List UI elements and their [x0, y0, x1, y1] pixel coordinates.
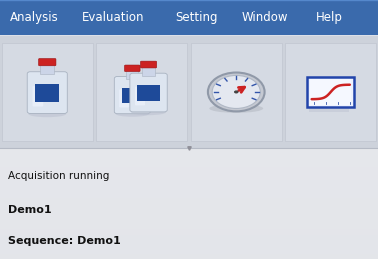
FancyBboxPatch shape — [142, 67, 155, 76]
Text: Acquisition running: Acquisition running — [8, 171, 109, 181]
FancyBboxPatch shape — [114, 76, 150, 114]
FancyBboxPatch shape — [138, 85, 160, 101]
Ellipse shape — [28, 111, 66, 117]
FancyBboxPatch shape — [2, 43, 93, 141]
Text: Analysis: Analysis — [10, 11, 58, 24]
Text: Sequence: Demo1: Sequence: Demo1 — [8, 236, 120, 246]
Circle shape — [208, 73, 265, 111]
FancyBboxPatch shape — [0, 148, 378, 259]
Text: Setting: Setting — [175, 11, 218, 24]
Text: Help: Help — [315, 11, 342, 24]
Circle shape — [234, 90, 239, 93]
FancyBboxPatch shape — [135, 87, 145, 105]
FancyBboxPatch shape — [130, 73, 167, 112]
FancyBboxPatch shape — [122, 88, 143, 103]
FancyBboxPatch shape — [0, 36, 378, 148]
Text: Window: Window — [241, 11, 288, 24]
FancyBboxPatch shape — [40, 64, 54, 74]
FancyBboxPatch shape — [96, 43, 187, 141]
Ellipse shape — [131, 109, 166, 115]
FancyBboxPatch shape — [310, 79, 352, 105]
FancyBboxPatch shape — [126, 70, 138, 79]
Circle shape — [212, 75, 260, 109]
Ellipse shape — [209, 104, 263, 113]
FancyBboxPatch shape — [27, 72, 67, 113]
FancyBboxPatch shape — [124, 65, 140, 71]
FancyBboxPatch shape — [309, 87, 349, 112]
FancyBboxPatch shape — [33, 86, 43, 106]
Text: Evaluation: Evaluation — [82, 11, 145, 24]
Ellipse shape — [116, 111, 149, 117]
FancyBboxPatch shape — [191, 43, 282, 141]
FancyBboxPatch shape — [0, 0, 378, 35]
FancyBboxPatch shape — [285, 43, 376, 141]
FancyBboxPatch shape — [119, 89, 129, 107]
FancyBboxPatch shape — [35, 84, 59, 102]
Text: Demo1: Demo1 — [8, 205, 51, 215]
FancyBboxPatch shape — [141, 61, 156, 68]
FancyBboxPatch shape — [39, 59, 56, 66]
FancyBboxPatch shape — [307, 77, 355, 107]
